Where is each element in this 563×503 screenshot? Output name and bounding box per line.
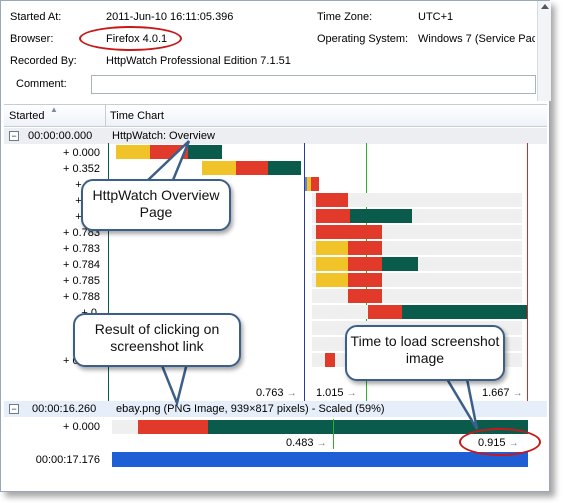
load-time-highlight	[459, 428, 541, 456]
right-arrow-icon: →	[346, 388, 357, 399]
total-time-bar	[112, 452, 528, 467]
right-arrow-icon: →	[316, 438, 327, 449]
bar-segment	[350, 209, 412, 223]
scrollbar[interactable]	[537, 1, 551, 101]
bar-segment	[382, 257, 418, 271]
callout-load-time: Time to load screenshot image	[345, 325, 505, 381]
time-zone-label: Time Zone:	[317, 11, 373, 23]
image-load-line	[333, 419, 334, 449]
summary-image-load: 0.483 →	[286, 437, 327, 449]
total-time: 00:00:17.176	[35, 454, 100, 466]
summary-value: 1.015	[316, 387, 344, 399]
summary-total: 1.667 →	[482, 387, 523, 399]
request-row-offset: + 0.784	[62, 259, 100, 271]
bar-segment	[348, 273, 382, 287]
summary-value: 0.763	[256, 387, 284, 399]
bar-segment	[316, 241, 348, 255]
browser-highlight	[79, 26, 182, 51]
bar-segment	[311, 177, 319, 191]
bar-segment	[116, 145, 150, 159]
request-row-offset: + 0.788	[62, 291, 100, 303]
os-value: Windows 7 (Service Pac	[418, 33, 535, 45]
recorded-by-value: HttpWatch Professional Edition 7.1.51	[106, 55, 291, 67]
column-time-chart-label: Time Chart	[110, 110, 164, 122]
started-at-label: Started At:	[10, 11, 62, 23]
right-arrow-icon: →	[286, 388, 297, 399]
request-row-offset: + 0.352	[62, 163, 100, 175]
bar-segment	[202, 161, 236, 175]
sort-up-icon: ▲	[50, 105, 58, 114]
bar-segment	[348, 257, 382, 271]
dom-load-line	[304, 143, 305, 407]
column-time-chart[interactable]: Time Chart	[105, 105, 164, 127]
bar-segment	[316, 225, 382, 239]
bar-segment	[138, 420, 208, 434]
bar-segment	[368, 305, 402, 319]
render-start-line	[108, 143, 109, 407]
scroll-up-icon[interactable]	[541, 4, 549, 9]
group-title: ebay.png (PNG Image, 939×817 pixels) - S…	[116, 403, 385, 415]
request-grid: Started ▲ Time Chart − 00:00:00.000 Http…	[4, 104, 547, 469]
started-at-value: 2011-Jun-10 16:11:05.396	[106, 11, 234, 23]
time-zone-value: UTC+1	[418, 11, 454, 23]
bar-segment	[268, 161, 301, 175]
comment-label: Comment:	[16, 78, 67, 90]
os-label: Operating System:	[317, 33, 409, 45]
comment-input[interactable]	[91, 75, 536, 94]
column-started[interactable]: Started ▲	[4, 105, 104, 127]
bar-segment	[348, 289, 382, 303]
bar-segment	[236, 161, 268, 175]
page-group-overview[interactable]: − 00:00:00.000 HttpWatch: Overview	[4, 128, 547, 144]
summary-value: 1.667	[482, 387, 510, 399]
browser-label: Browser:	[10, 33, 54, 45]
column-started-label: Started	[9, 110, 45, 122]
bar-segment	[316, 273, 348, 287]
bar-segment	[316, 193, 348, 207]
bar-segment	[305, 177, 307, 191]
bar-segment	[402, 305, 527, 319]
summary-render-start: 0.763 →	[256, 387, 297, 399]
request-row-offset: + 0.000	[62, 147, 100, 159]
summary-value: 0.483	[286, 437, 314, 449]
group-title: HttpWatch: Overview	[112, 130, 215, 142]
group-start-time: 00:00:00.000	[28, 130, 93, 142]
request-row-offset: + 0.000	[62, 421, 100, 433]
request-row-offset: + 0.785	[62, 275, 100, 287]
callout-overview-page: HttpWatch Overview Page	[81, 179, 231, 231]
collapse-icon[interactable]: −	[9, 404, 19, 414]
callout-screenshot-click: Result of clicking on screenshot link	[73, 313, 241, 367]
bar-segment	[325, 353, 335, 367]
summary-page-load: 1.015 →	[316, 387, 357, 399]
group-start-time: 00:00:16.260	[32, 403, 97, 415]
right-arrow-icon: →	[512, 388, 523, 399]
page-group-image[interactable]: − 00:00:16.260 ebay.png (PNG Image, 939×…	[4, 401, 547, 417]
bar-segment	[307, 177, 311, 191]
grid-header: Started ▲ Time Chart	[4, 105, 547, 127]
request-row-offset: + 0.783	[62, 243, 100, 255]
bar-segment	[312, 193, 522, 207]
bar-segment	[188, 145, 222, 159]
collapse-icon[interactable]: −	[9, 131, 19, 141]
end-line	[527, 143, 528, 407]
bar-segment	[316, 209, 350, 223]
recorded-by-label: Recorded By:	[10, 55, 77, 67]
bar-segment	[150, 145, 188, 159]
bar-segment	[316, 257, 348, 271]
bar-segment	[312, 289, 522, 303]
bar-segment	[348, 241, 382, 255]
httpwatch-window: Started At: 2011-Jun-10 16:11:05.396 Tim…	[0, 0, 551, 492]
